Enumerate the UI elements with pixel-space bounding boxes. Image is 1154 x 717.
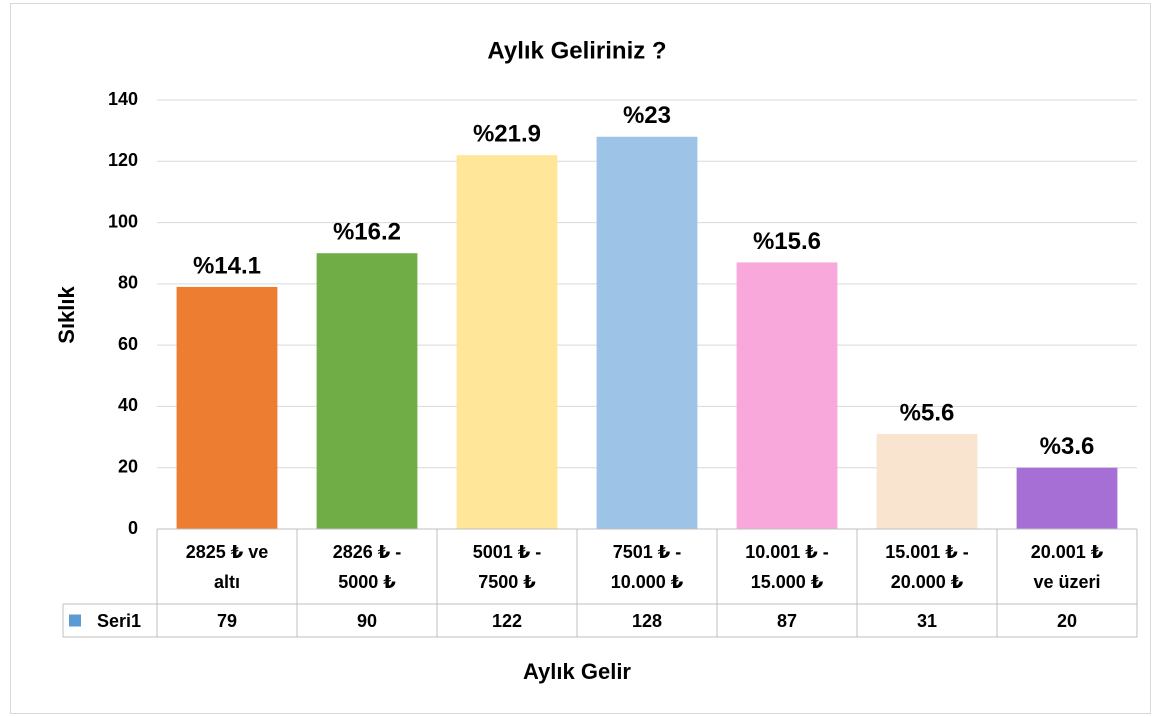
legend-label: Seri1 [96,610,142,631]
data-label: %21.9 [473,121,541,148]
table-value: 79 [216,610,238,631]
y-tick-label: 80 [118,273,138,293]
x-tick-label: 15.001 ₺ - 20.000 ₺ [885,541,969,592]
bar [876,434,978,529]
table-value: 20 [1056,610,1078,631]
x-tick-label: 7501 ₺ - 10.000 ₺ [610,541,684,592]
bar [176,286,278,529]
x-tick-label: 2826 ₺ - 5000 ₺ [332,541,402,592]
x-tick-label: 20.001 ₺ ve üzeri [1030,541,1104,592]
table-value: 128 [631,610,663,631]
data-label: %3.6 [1040,433,1095,460]
data-label: %5.6 [900,399,955,426]
table-value: 31 [916,610,938,631]
x-axis-title: Aylık Gelir [523,659,631,684]
y-tick-label: 20 [118,456,138,476]
x-tick-label: 2825 ₺ ve altı [185,541,269,592]
table-value: 87 [776,610,798,631]
y-tick-label: 120 [108,150,138,170]
bar [596,136,698,529]
bar [736,262,838,529]
chart-title: Aylık Geliriniz ? [487,37,666,64]
data-label: %16.2 [333,219,401,246]
legend-key [69,614,81,627]
data-label: %15.6 [753,228,821,255]
x-tick-label: 10.001 ₺ - 15.000 ₺ [745,541,829,592]
bar [1016,467,1118,529]
data-label: %14.1 [193,252,261,279]
y-tick-label: 100 [108,211,138,231]
table-value: 90 [356,610,378,631]
y-tick-label: 60 [118,334,138,354]
y-tick-label: 40 [118,395,138,415]
x-tick-label: 5001 ₺ - 7500 ₺ [472,541,542,592]
data-label: %23 [623,102,671,129]
y-axis-title: Sıklık [54,285,79,343]
table-value: 122 [491,610,523,631]
y-tick-label: 140 [108,89,138,109]
bar [456,155,558,529]
y-tick-label: 0 [128,518,138,538]
bar [316,253,418,529]
